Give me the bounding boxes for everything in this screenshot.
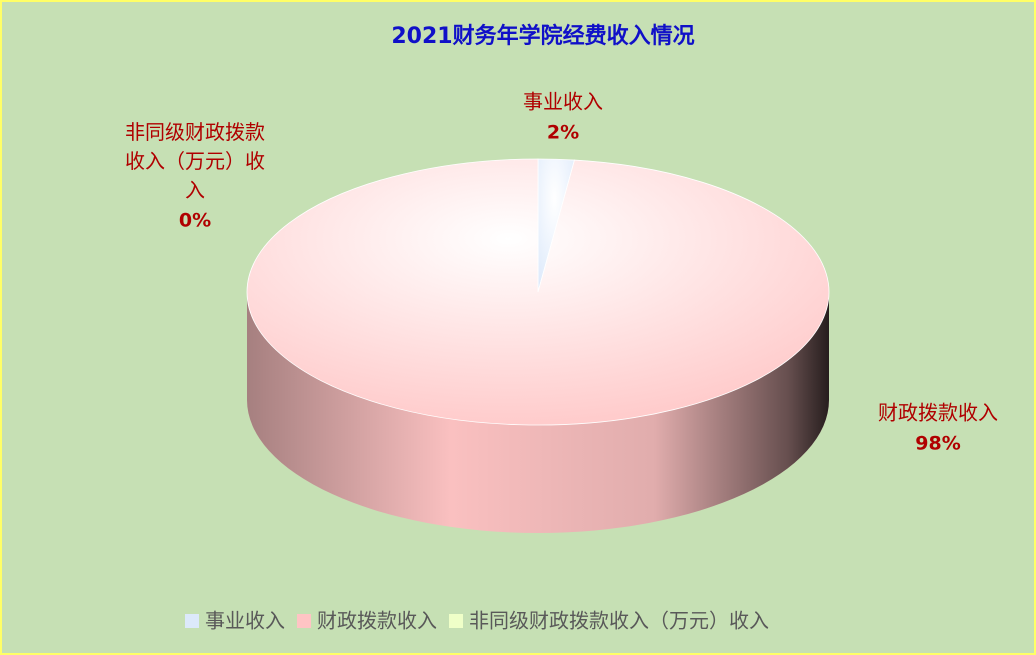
legend-label: 事业收入: [205, 609, 285, 633]
pie-slice: [246, 158, 830, 426]
data-label-name: 财政拨款收入: [878, 401, 998, 425]
data-label-value: 2%: [547, 122, 579, 144]
data-label-name: 事业收入: [523, 90, 603, 114]
data-label-value: 98%: [915, 433, 960, 455]
data-label-name: 非同级财政拨款收入（万元）收入: [125, 120, 265, 202]
data-label-value: 0%: [179, 210, 211, 232]
chart-title: 2021财务年学院经费收入情况: [391, 23, 694, 49]
legend-swatch: [185, 614, 199, 628]
legend-label: 财政拨款收入: [317, 609, 437, 633]
pie-side-shade: [247, 292, 829, 533]
legend-swatch: [449, 614, 463, 628]
legend-swatch: [297, 614, 311, 628]
legend-label: 非同级财政拨款收入（万元）收入: [469, 609, 769, 633]
